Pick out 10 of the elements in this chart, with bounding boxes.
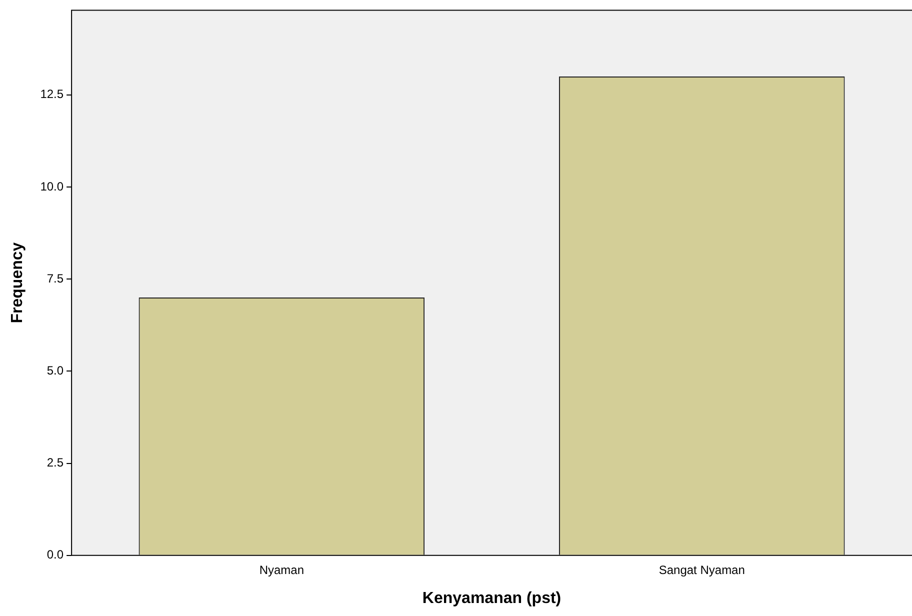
y-tick-label: 10.0 (40, 179, 64, 194)
y-tick-label: 12.5 (40, 87, 64, 102)
y-tick-label: 2.5 (46, 456, 64, 470)
y-axis-title: Frequency (9, 242, 26, 324)
x-tick-label: Sangat Nyaman (658, 562, 745, 577)
x-axis-title: Kenyamanan (pst) (422, 590, 562, 607)
y-tick-label: 5.0 (46, 364, 64, 378)
y-tick-label: 7.5 (46, 271, 64, 286)
y-tick-label: 0.0 (46, 548, 64, 562)
x-tick-label: Nyaman (259, 562, 304, 577)
